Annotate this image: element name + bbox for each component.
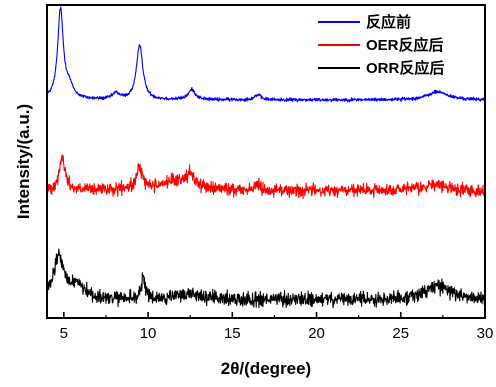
legend: 反应前 OER反应后 ORR反应后 xyxy=(318,13,444,77)
x-tick-label: 5 xyxy=(60,325,68,342)
legend-label-1: 反应前 xyxy=(366,13,411,31)
x-tick-label: 10 xyxy=(140,325,157,342)
legend-label-2: OER反应后 xyxy=(366,36,444,54)
plot-frame xyxy=(46,4,486,319)
series-layer xyxy=(46,6,486,309)
series-line-2 xyxy=(46,154,486,200)
series-line-1 xyxy=(46,6,486,103)
y-axis-title: Intensity/(a.u.) xyxy=(14,104,33,219)
x-tick-label: 25 xyxy=(392,325,409,342)
x-tick-label: 20 xyxy=(308,325,325,342)
x-tick-label: 15 xyxy=(224,325,241,342)
x-tick-label: 30 xyxy=(477,325,494,342)
legend-label-3: ORR反应后 xyxy=(366,59,444,77)
x-axis: 5 10 15 20 25 30 xyxy=(60,312,494,342)
x-axis-title: 2θ/(degree) xyxy=(221,359,311,378)
series-line-3 xyxy=(46,248,486,309)
